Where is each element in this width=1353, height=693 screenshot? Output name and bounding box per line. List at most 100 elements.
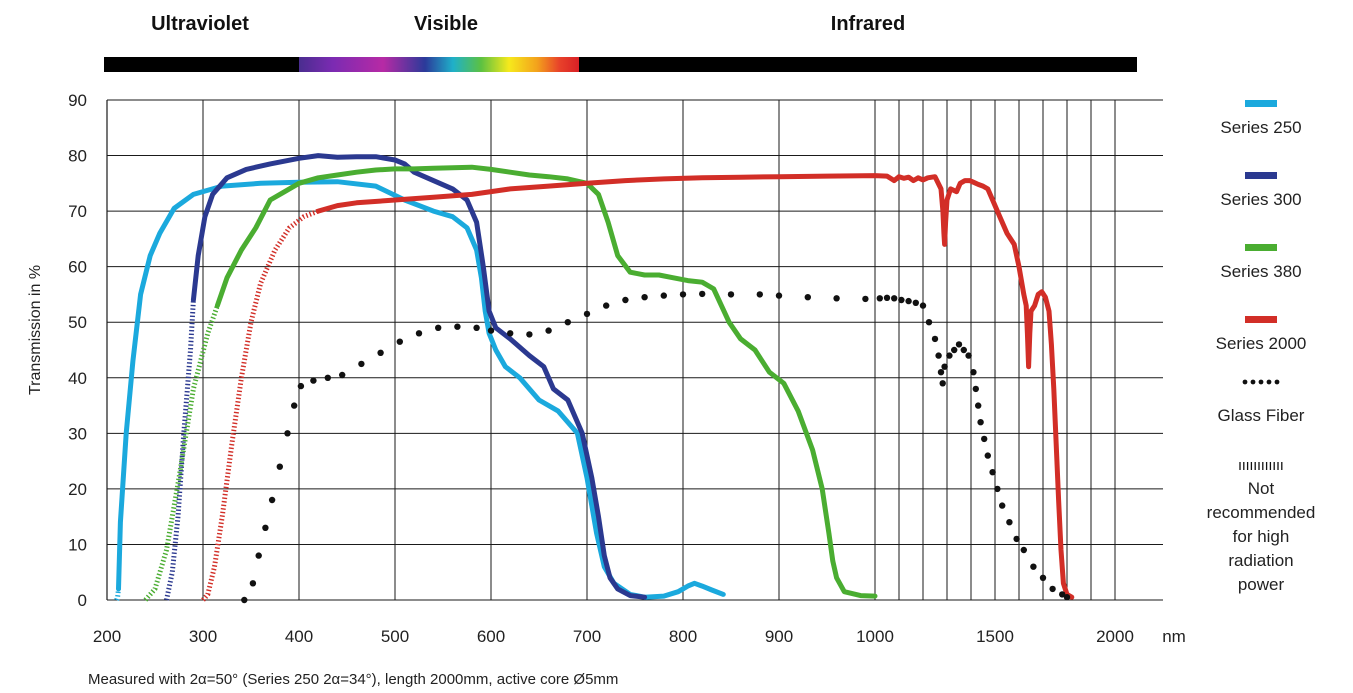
series-glass-fiber-point	[833, 295, 840, 302]
series-glass-fiber-point	[473, 324, 480, 331]
series-glass-fiber-point	[1039, 574, 1047, 581]
band-label-infrared: Infrared	[831, 13, 905, 35]
series-glass-fiber-point	[1006, 519, 1013, 526]
y-tick-label: 10	[68, 535, 87, 554]
series-glass-fiber-point	[276, 463, 283, 470]
series-glass-fiber-point	[1030, 563, 1037, 570]
series-glass-fiber-point	[262, 524, 269, 531]
series-series-2000-not-recommended	[201, 208, 320, 602]
series-glass-fiber-point	[935, 352, 942, 359]
series-glass-fiber-point	[1063, 594, 1071, 601]
spectrum-bar	[104, 57, 1137, 72]
x-tick-label: 200	[93, 627, 121, 646]
series-glass-fiber-point	[862, 295, 869, 303]
series-glass-fiber-point	[989, 469, 996, 476]
series-glass-fiber-point	[297, 382, 305, 390]
series-glass-fiber-point	[268, 496, 276, 504]
series-glass-fiber-point	[975, 402, 982, 409]
series-glass-fiber-point	[804, 294, 811, 301]
x-tick-label: 1500	[976, 627, 1014, 646]
y-tick-label: 50	[68, 313, 87, 332]
x-tick-label: 2000	[1096, 627, 1134, 646]
series-glass-fiber-point	[255, 552, 262, 559]
x-tick-label: 400	[285, 627, 313, 646]
x-tick-label: 600	[477, 627, 505, 646]
legend-swatch-series-380	[1245, 244, 1277, 251]
x-tick-label: 500	[381, 627, 409, 646]
series-glass-fiber-point	[919, 302, 927, 309]
series-glass-fiber-point	[905, 297, 912, 305]
series-glass-fiber-point	[977, 419, 984, 426]
legend-label-series-2000: Series 2000	[1216, 334, 1307, 353]
series-glass-fiber-point	[937, 369, 945, 376]
series-glass-fiber-point	[883, 294, 891, 301]
legend-swatch-not-recommended	[1239, 462, 1283, 469]
series-glass-fiber-point	[377, 349, 384, 356]
series-glass-fiber-point	[291, 402, 298, 409]
series-glass-fiber-point	[310, 377, 317, 384]
x-tick-label: 800	[669, 627, 697, 646]
spectrum-band-labels: Ultraviolet Visible Infrared	[151, 13, 905, 35]
series-glass-fiber-point	[622, 296, 629, 304]
legend-swatch-glass-fiber	[1250, 379, 1256, 385]
series-glass-fiber-point	[679, 291, 687, 298]
series-glass-fiber-point	[984, 452, 991, 459]
series-glass-fiber-point	[545, 327, 552, 334]
series-glass-fiber-point	[981, 435, 988, 443]
x-tick-label: 900	[765, 627, 793, 646]
y-tick-label: 80	[68, 147, 87, 166]
y-axis-title: Transmission in %	[27, 265, 44, 395]
series-glass-fiber-point	[931, 335, 939, 343]
legend-label-series-250: Series 250	[1220, 118, 1301, 137]
series-series-250-not-recommended	[114, 588, 121, 601]
series-glass-fiber-point	[972, 385, 979, 393]
series-glass-fiber-point	[970, 369, 977, 376]
x-axis-unit: nm	[1162, 627, 1186, 646]
series-glass-fiber-point	[415, 330, 423, 337]
legend-swatch-glass-fiber	[1266, 379, 1272, 385]
series-glass-fiber-point	[396, 338, 403, 345]
series-glass-fiber-point	[435, 324, 442, 331]
series-glass-fiber-point	[1049, 585, 1056, 593]
series-glass-fiber-point	[583, 310, 591, 318]
axes: 0 10 20 30 40 50 60 70 80 90 200 300 400 500 600 700 800…	[68, 91, 1186, 646]
series-glass-fiber-point	[898, 296, 905, 304]
series-series-300-line	[190, 153, 648, 600]
band-label-visible: Visible	[414, 13, 478, 35]
series-glass-fiber-point	[526, 331, 533, 338]
series-series-380-line	[214, 164, 878, 599]
series-glass-fiber-point	[775, 292, 783, 299]
series-glass-fiber-point	[912, 299, 919, 306]
series-glass-fiber-point	[946, 352, 953, 359]
y-tick-label: 70	[68, 202, 87, 221]
series-glass-fiber-point	[249, 580, 257, 587]
series-glass-fiber-point	[241, 596, 248, 604]
y-tick-label: 30	[68, 424, 87, 443]
series-glass-fiber-point	[925, 319, 933, 326]
series-glass-fiber-point	[660, 292, 667, 299]
legend-label-series-380: Series 380	[1220, 262, 1301, 281]
series-glass-fiber-point	[965, 352, 972, 359]
series-series-2000-line	[315, 173, 1075, 600]
y-tick-label: 40	[68, 369, 87, 388]
series-glass-fiber-point	[284, 430, 291, 437]
spectrum-bar-visible	[299, 57, 579, 72]
series-glass-fiber-point	[324, 374, 331, 381]
y-tick-label: 0	[78, 591, 87, 610]
series-glass-fiber-point	[939, 380, 946, 387]
y-tick-label: 20	[68, 480, 87, 499]
series-glass-fiber-point	[756, 291, 763, 298]
x-tick-label: 700	[573, 627, 601, 646]
spectrum-bar-base	[104, 57, 1137, 72]
series-glass-fiber-point	[955, 341, 963, 348]
series-glass-fiber-point	[1059, 591, 1066, 598]
x-tick-label: 300	[189, 627, 217, 646]
series-glass-fiber-point	[1013, 535, 1020, 543]
series-glass-fiber-point	[339, 371, 346, 379]
legend-swatch-glass-fiber	[1258, 379, 1264, 385]
series-glass-fiber-point	[454, 323, 461, 330]
series-series-300-not-recommended	[164, 299, 196, 601]
y-tick-label: 60	[68, 258, 87, 277]
series-glass-fiber-point	[951, 346, 958, 354]
